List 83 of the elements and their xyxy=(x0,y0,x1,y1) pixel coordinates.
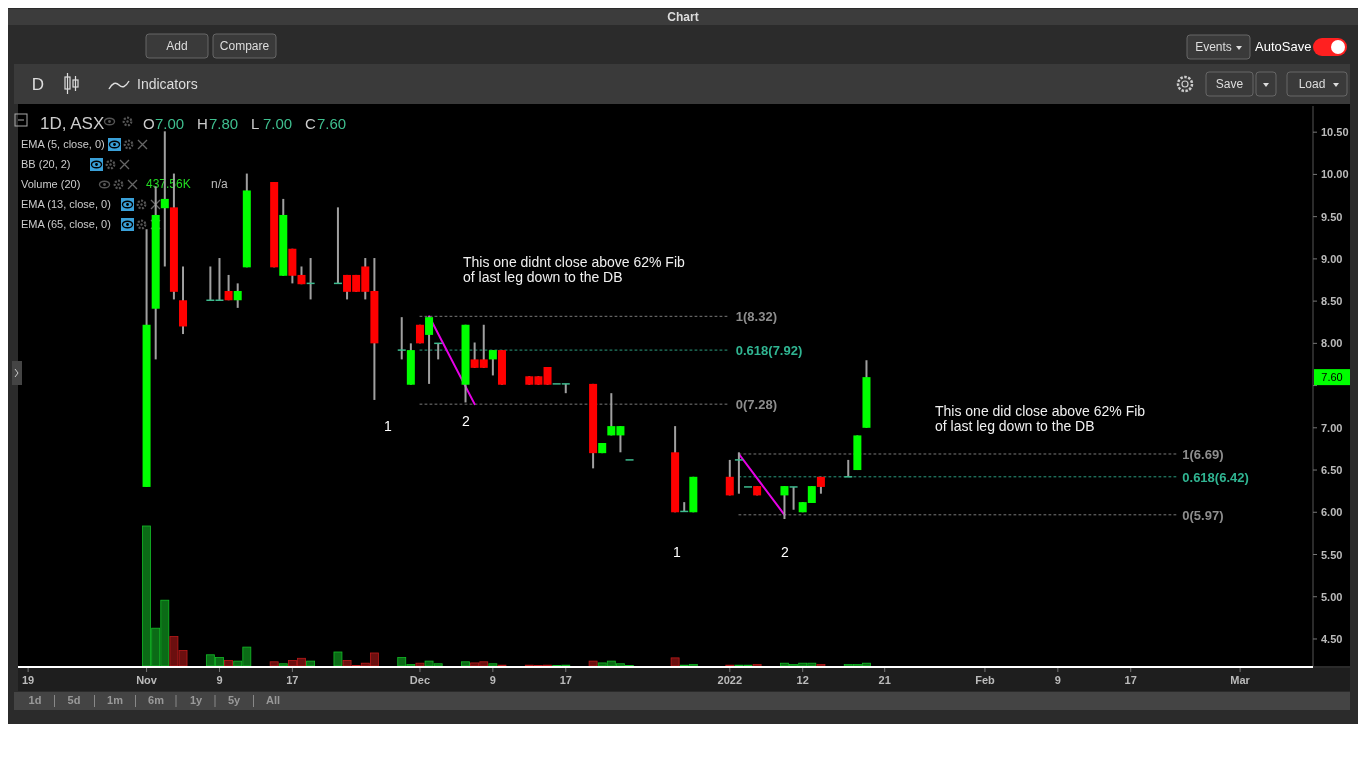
series-label: 1(8.32) xyxy=(735,309,777,325)
bar xyxy=(488,663,498,667)
annotation: EMA (13, close, 0) xyxy=(21,198,111,210)
candlestick xyxy=(734,451,744,495)
annotation: n/a xyxy=(211,177,229,191)
button: Load xyxy=(1286,71,1348,97)
x-tick-label: 17 xyxy=(286,674,299,686)
price-tag: 7.60 xyxy=(1314,369,1350,386)
series-label: 0.618(6.42) xyxy=(1182,469,1249,485)
x-tick-label: 17 xyxy=(559,674,572,686)
bar xyxy=(588,660,598,667)
button: Events xyxy=(1186,34,1251,60)
x-tick-label: Dec xyxy=(409,674,431,686)
bar xyxy=(278,663,288,667)
y-tick-label: 9.50 xyxy=(1321,210,1343,223)
y-tick-label: 7.00 xyxy=(1321,421,1343,434)
x-tick-label: 9 xyxy=(216,674,223,686)
y-tick-label: 6.00 xyxy=(1321,506,1343,519)
x-tick-label: 19 xyxy=(21,674,35,686)
bar xyxy=(461,661,470,667)
candlestick xyxy=(396,316,407,361)
y-tick-label: 5.50 xyxy=(1321,548,1343,561)
range-selector: 1d 5d 1m 6m 1y 5y All xyxy=(14,692,1350,710)
annotation: 2 xyxy=(462,413,471,429)
candlestick xyxy=(788,485,799,511)
x-tick-label: 9 xyxy=(1054,674,1061,686)
annotation: 7.00 xyxy=(263,115,293,132)
x-tick-label: 12 xyxy=(796,674,809,686)
annotation: This one didnt close above 62% Fib of last leg down to the DB xyxy=(463,254,686,285)
annotation: 1 xyxy=(673,544,682,560)
annotation: C xyxy=(305,115,316,132)
annotation: EMA (65, close, 0) xyxy=(21,218,111,230)
y-tick-label: 9.00 xyxy=(1321,252,1343,265)
x-tick-label: 9 xyxy=(489,674,496,686)
annotation: This one did close above 62% Fib of last leg down to the DB xyxy=(935,403,1146,434)
candlestick xyxy=(725,458,734,497)
annotation: 7.60 xyxy=(317,115,347,132)
y-tick-label: 5.00 xyxy=(1321,590,1343,603)
title-bar: Chart xyxy=(8,9,1358,25)
annotation: H xyxy=(197,115,208,132)
y-tick-label: 4.50 xyxy=(1321,632,1343,645)
x-tick-label: 21 xyxy=(878,674,891,686)
bar xyxy=(224,660,233,667)
y-tick-label: 10.50 xyxy=(1321,126,1349,139)
bar xyxy=(269,661,279,667)
y-tick-label: 8.00 xyxy=(1321,337,1343,350)
bar xyxy=(333,651,343,667)
candlestick xyxy=(780,485,789,521)
series-label: 0(5.97) xyxy=(1182,507,1224,523)
annotation: L xyxy=(251,115,260,132)
text: Indicators xyxy=(137,76,198,92)
annotation: Volume (20) xyxy=(21,178,81,190)
candlestick xyxy=(224,273,233,302)
text: 1D, ASX xyxy=(40,114,105,133)
candlestick xyxy=(488,349,497,377)
bar xyxy=(670,657,680,667)
series-label: 1(6.69) xyxy=(1182,446,1224,462)
button: Compare xyxy=(212,33,277,59)
series-label: 0(7.28) xyxy=(735,397,777,413)
bar xyxy=(306,660,316,667)
y-tick-label: 8.50 xyxy=(1321,295,1343,308)
x-tick-label: Mar xyxy=(1230,674,1251,686)
annotation: 7.00 xyxy=(155,115,185,132)
y-tick-label: 6.50 xyxy=(1321,464,1343,477)
annotation: 1 xyxy=(384,418,393,434)
annotation: O xyxy=(143,115,155,132)
button: Save xyxy=(1205,71,1254,97)
text: D xyxy=(31,75,45,94)
x-tick-label: Feb xyxy=(975,674,995,686)
annotation: 7.80 xyxy=(209,115,239,132)
text: AutoSave xyxy=(1255,39,1312,54)
x-tick-label: Nov xyxy=(136,674,158,686)
candlestick xyxy=(425,315,434,385)
candlestick xyxy=(233,282,242,309)
y-tick-label: 10.00 xyxy=(1321,168,1349,181)
annotation: BB (20, 2) xyxy=(21,158,71,170)
candlestick xyxy=(843,458,853,478)
annotation: 2 xyxy=(781,544,790,560)
button: Add xyxy=(145,33,209,59)
series-label: 0.618(7.92) xyxy=(735,343,803,359)
x-tick-label: 17 xyxy=(1124,674,1137,686)
annotation: EMA (5, close, 0) xyxy=(21,138,105,150)
x-tick-label: 2022 xyxy=(717,674,743,686)
